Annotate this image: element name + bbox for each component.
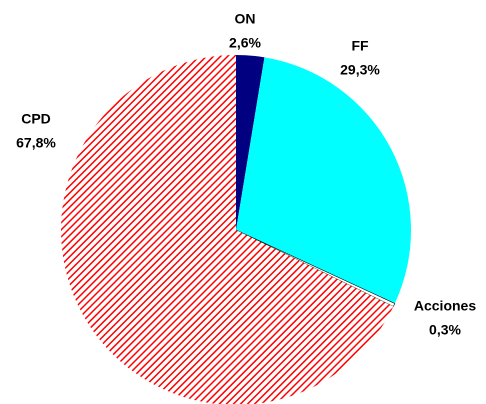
slice-value-label: 29,3% [340,62,380,78]
slice-label: FF [351,38,369,54]
pie-slice [61,55,394,404]
slice-label: Acciones [414,298,476,314]
slice-value-label: 67,8% [16,135,56,151]
slice-value-label: 0,3% [429,322,461,338]
slice-value-label: 2,6% [229,35,261,51]
slice-label: CPD [21,111,51,127]
pie-slice [235,229,396,307]
pie-slice [236,57,411,304]
slice-label: ON [235,11,256,27]
pie-slice [236,55,265,230]
